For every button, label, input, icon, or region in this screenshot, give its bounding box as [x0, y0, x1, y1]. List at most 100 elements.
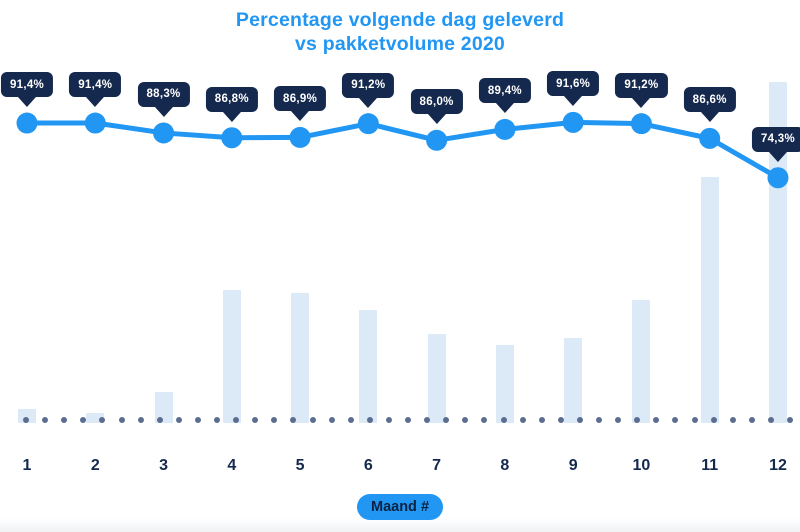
volume-bar — [700, 177, 719, 423]
x-axis-label: 8 — [500, 457, 510, 474]
chart-title: Percentage volgende dag geleverd vs pakk… — [0, 8, 800, 56]
tooltip-pointer — [86, 97, 105, 108]
baseline-dot — [61, 417, 68, 423]
baseline-dot — [615, 417, 622, 423]
data-label-tooltip: 86,0% — [410, 89, 463, 125]
baseline-dot — [175, 417, 182, 423]
baseline-dot — [653, 417, 660, 423]
line-marker — [630, 113, 652, 135]
baseline-dot — [271, 417, 278, 423]
data-label-tooltip: 91,4% — [0, 72, 54, 108]
baseline-dot — [405, 417, 411, 423]
volume-bar — [495, 344, 514, 423]
x-axis-label: 10 — [632, 457, 651, 474]
baseline-dot — [290, 417, 297, 423]
baseline-dot — [443, 417, 450, 423]
x-axis-label: 3 — [159, 457, 168, 474]
x-axis-label: 6 — [363, 457, 373, 474]
line-marker — [767, 167, 789, 189]
baseline-dot — [576, 417, 583, 423]
tooltip-pointer — [427, 114, 446, 125]
baseline-dot — [42, 417, 49, 423]
baseline-dot — [233, 417, 240, 423]
data-label-text: 88,3% — [146, 88, 181, 101]
line-marker — [16, 112, 38, 134]
data-label-tooltip: 86,9% — [274, 86, 327, 122]
baseline-dot — [500, 417, 507, 423]
baseline-dot — [252, 417, 259, 423]
x-axis-label: 7 — [432, 457, 442, 474]
baseline-dot — [23, 417, 29, 423]
tooltip-pointer — [564, 96, 583, 107]
volume-bar — [291, 293, 310, 423]
baseline-dot — [729, 417, 736, 423]
volume-bar — [18, 409, 36, 423]
x-axis-label: 12 — [769, 457, 787, 474]
tooltip-pointer — [632, 97, 651, 108]
baseline-dot — [767, 417, 774, 423]
tooltip-pointer — [222, 111, 241, 122]
volume-bar — [564, 337, 583, 423]
data-label-tooltip: 91,2% — [342, 72, 395, 108]
baseline-dot — [118, 417, 125, 423]
volume-bar — [222, 290, 241, 423]
tooltip-pointer — [768, 151, 787, 162]
data-label-tooltip: 89,4% — [478, 78, 531, 114]
baseline-dot — [596, 417, 602, 423]
baseline-dot — [214, 417, 220, 423]
line-marker — [562, 111, 584, 133]
x-axis-label: 4 — [227, 457, 237, 474]
volume-bar — [359, 310, 378, 423]
tooltip-pointer — [359, 97, 378, 108]
tooltip-pointer — [17, 97, 36, 108]
baseline-dot — [481, 417, 488, 423]
tooltip-pointer — [291, 111, 310, 122]
line-marker — [289, 126, 311, 148]
baseline-dot — [748, 417, 755, 423]
volume-bar — [768, 82, 787, 423]
baseline-dot — [309, 417, 316, 423]
data-label-tooltip: 86,6% — [683, 87, 736, 123]
line-marker — [357, 113, 379, 135]
tooltip-pointer — [700, 112, 719, 123]
baseline-dot — [99, 417, 106, 423]
line-marker — [699, 127, 721, 149]
baseline-dot — [366, 417, 373, 423]
baseline-dot — [634, 417, 641, 423]
data-label-text: 91,4% — [78, 78, 113, 91]
volume-bar — [632, 300, 651, 423]
x-axis-label: 5 — [295, 457, 305, 474]
tooltip-pointer — [154, 106, 173, 117]
volume-bar — [86, 412, 105, 423]
baseline-dot — [557, 417, 564, 423]
x-axis-label: 9 — [568, 457, 578, 474]
volume-bar — [427, 334, 446, 423]
baseline-dot — [156, 417, 163, 423]
volume-bar — [154, 392, 173, 423]
data-label-tooltip: 91,2% — [615, 72, 668, 108]
data-label-tooltip: 86,8% — [205, 86, 258, 122]
percentage-line — [24, 119, 781, 181]
x-axis-label: 1 — [22, 457, 32, 474]
baseline-dot — [672, 417, 679, 423]
bottom-edge-strip — [0, 518, 800, 532]
tooltip-pointer — [495, 103, 514, 114]
baseline-dot — [194, 417, 201, 423]
x-axis-label: 11 — [701, 457, 719, 474]
baseline-dot — [424, 417, 431, 423]
line-marker — [153, 122, 175, 144]
line-marker — [494, 118, 516, 140]
x-axis-title: Maand # — [370, 499, 430, 515]
data-label-text: 91,2% — [351, 79, 386, 92]
data-label-text: 74,3% — [760, 133, 796, 146]
data-label-text: 86,9% — [283, 92, 318, 105]
data-label-text: 91,4% — [9, 78, 45, 91]
data-label-text: 91,2% — [624, 79, 659, 92]
baseline-dot — [519, 417, 526, 423]
data-label-tooltip: 74,3% — [751, 126, 800, 162]
x-axis-title-badge: Maand # — [356, 494, 444, 520]
line-marker — [426, 129, 448, 151]
data-label-tooltip: 88,3% — [137, 81, 190, 117]
